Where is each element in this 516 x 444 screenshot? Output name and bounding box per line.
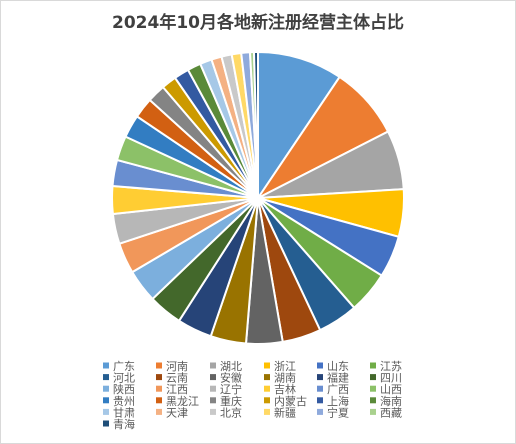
legend-item: 贵州 (103, 395, 135, 408)
legend-item: 河北 (103, 372, 135, 385)
legend-label: 重庆 (220, 394, 242, 408)
legend-marker (317, 374, 323, 381)
legend-label: 广东 (113, 360, 135, 373)
legend-marker (103, 397, 109, 404)
legend-marker (103, 362, 109, 369)
legend-item: 天津 (156, 406, 188, 419)
legend-item: 云南 (156, 372, 188, 385)
legend-label: 湖北 (220, 360, 242, 373)
pie-slice-1 (257, 50, 341, 202)
legend-marker (264, 397, 270, 404)
legend-marker (103, 385, 109, 392)
legend-marker (156, 408, 162, 415)
legend-item: 湖北 (210, 360, 242, 373)
legend-item: 山西 (370, 383, 402, 396)
legend-marker (156, 385, 162, 392)
legend-item: 内蒙古 (264, 394, 307, 408)
legend-item: 上海 (317, 394, 349, 408)
legend-marker (370, 408, 376, 415)
chart-title: 2024年10月各地新注册经营主体占比 (112, 13, 404, 33)
legend-label: 云南 (166, 372, 188, 385)
legend-label: 福建 (327, 371, 349, 385)
legend-marker (264, 385, 270, 392)
legend-marker (264, 362, 270, 369)
legend-label: 西藏 (380, 406, 402, 419)
legend-label: 贵州 (113, 395, 135, 408)
legend-item: 河南 (156, 360, 188, 373)
legend-marker (317, 362, 323, 369)
legend-label: 海南 (380, 394, 402, 408)
legend-item: 重庆 (210, 394, 242, 408)
legend-marker (210, 362, 216, 369)
legend-label: 四川 (380, 372, 402, 385)
legend-label: 天津 (166, 406, 188, 419)
pie-slice-31 (252, 50, 259, 199)
legend-item: 新疆 (264, 405, 296, 419)
legend-item: 江苏 (370, 360, 402, 373)
legend-label: 新疆 (274, 405, 296, 419)
legend-marker (156, 397, 162, 404)
legend-label: 安徽 (220, 371, 242, 385)
legend-marker (264, 408, 270, 415)
legend-marker (317, 408, 323, 415)
legend-label: 河北 (113, 372, 135, 385)
legend-label: 山西 (380, 383, 402, 396)
legend-marker (103, 408, 109, 415)
legend-item: 广西 (317, 383, 349, 396)
legend-item: 陕西 (103, 382, 135, 396)
legend-item: 海南 (370, 394, 402, 408)
legend-marker (103, 374, 109, 381)
legend-label: 青海 (113, 417, 135, 431)
legend-item: 山东 (317, 360, 349, 373)
legend-label: 吉林 (274, 382, 296, 396)
legend-item: 福建 (317, 371, 349, 385)
legend-marker (370, 374, 376, 381)
legend-item: 吉林 (264, 382, 296, 396)
legend-label: 辽宁 (220, 382, 242, 396)
legend-item: 甘肃 (103, 406, 135, 419)
legend-label: 北京 (220, 405, 242, 419)
legend-label: 甘肃 (113, 406, 135, 419)
legend-marker (317, 385, 323, 392)
legend-item: 西藏 (370, 406, 402, 419)
legend-item: 安徽 (210, 371, 242, 385)
legend-label: 江西 (166, 383, 188, 396)
legend-label: 山东 (327, 360, 349, 373)
legend-item: 黑龙江 (156, 395, 199, 408)
legend-item: 四川 (370, 372, 402, 385)
legend-marker (156, 362, 162, 369)
legend-item: 江西 (156, 383, 188, 396)
legend-marker (370, 385, 376, 392)
legend-item: 宁夏 (317, 405, 349, 419)
legend-label: 黑龙江 (166, 395, 199, 408)
legend-label: 河南 (166, 360, 188, 373)
legend-marker (156, 374, 162, 381)
legend-marker (370, 397, 376, 404)
legend-label: 宁夏 (327, 405, 349, 419)
legend-item: 湖南 (264, 372, 296, 385)
legend-marker (210, 408, 216, 415)
legend-label: 浙江 (274, 360, 296, 373)
legend-label: 陕西 (113, 382, 135, 396)
pie-slices (111, 50, 405, 345)
legend-label: 内蒙古 (274, 394, 307, 408)
legend-item: 浙江 (264, 360, 296, 373)
legend-marker (370, 362, 376, 369)
legend-label: 江苏 (380, 360, 402, 373)
legend-marker (210, 374, 216, 381)
legend-item: 北京 (210, 405, 242, 419)
legend-marker (264, 374, 270, 381)
legend-item: 青海 (103, 417, 135, 431)
legend-marker (103, 420, 109, 427)
legend-item: 辽宁 (210, 382, 242, 396)
legend-marker (317, 397, 323, 404)
legend-label: 湖南 (274, 372, 296, 385)
legend-item: 广东 (103, 360, 135, 373)
legend-label: 上海 (327, 394, 349, 408)
legend-marker (210, 385, 216, 392)
legend-marker (210, 397, 216, 404)
legend-label: 广西 (327, 383, 349, 396)
